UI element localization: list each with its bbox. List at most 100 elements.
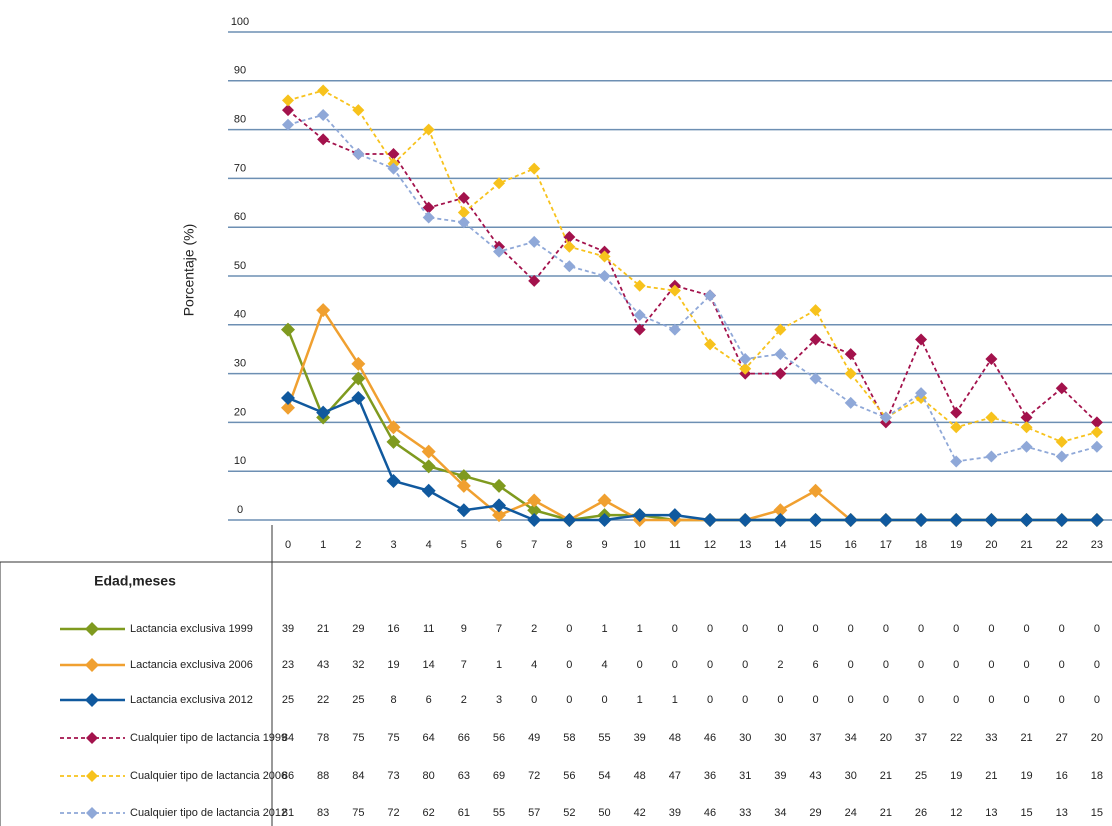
marker [528, 274, 541, 287]
table-value: 0 [1059, 694, 1065, 706]
y-tick-label: 10 [234, 455, 246, 467]
marker [985, 411, 998, 424]
marker [598, 270, 611, 282]
x-tick-label: 22 [1056, 539, 1068, 551]
series-line [286, 307, 1097, 522]
marker [1020, 440, 1033, 453]
legend-marker [85, 693, 99, 707]
marker [456, 469, 471, 484]
x-tick-label: 20 [985, 539, 997, 551]
table-value: 2 [531, 623, 537, 635]
x-tick-label: 8 [566, 539, 572, 551]
table-value: 4 [531, 659, 537, 671]
x-tick-label: 9 [601, 539, 607, 551]
table-value: 30 [845, 770, 857, 782]
table-value: 25 [915, 770, 927, 782]
x-tick-label: 4 [426, 539, 432, 551]
marker [387, 148, 400, 160]
marker [668, 323, 681, 336]
marker [422, 211, 435, 224]
table-value: 21 [880, 807, 892, 819]
table-value: 55 [493, 807, 505, 819]
table-value: 24 [845, 807, 857, 819]
table-value: 0 [1094, 694, 1100, 706]
marker [317, 84, 330, 97]
marker [844, 396, 857, 409]
legend-marker [85, 622, 99, 636]
marker [527, 503, 542, 518]
table-value: 83 [317, 807, 329, 819]
table-value: 42 [634, 807, 646, 819]
table-value: 8 [390, 694, 396, 706]
marker [1090, 426, 1103, 439]
marker [739, 352, 752, 365]
x-tick-label: 3 [390, 539, 396, 551]
table-value: 3 [496, 694, 502, 706]
table-value: 1 [637, 623, 643, 635]
table-value: 12 [950, 807, 962, 819]
table-value: 46 [704, 732, 716, 744]
marker [914, 513, 929, 527]
table-value: 30 [739, 732, 751, 744]
marker [1020, 421, 1033, 434]
y-axis-label: Porcentaje (%) [181, 224, 197, 317]
x-tick-label: 17 [880, 539, 892, 551]
legend-label: Lactancia exclusiva 2006 [130, 659, 253, 671]
table-value: 0 [1094, 659, 1100, 671]
marker [950, 421, 963, 434]
marker [528, 162, 541, 175]
table-value: 39 [669, 807, 681, 819]
table-value: 0 [883, 694, 889, 706]
marker [1055, 435, 1068, 448]
table-value: 55 [598, 732, 610, 744]
table-value: 7 [496, 623, 502, 635]
marker [386, 434, 401, 449]
table-value: 19 [950, 770, 962, 782]
marker [738, 513, 753, 527]
marker [282, 118, 294, 131]
table-value: 0 [953, 623, 959, 635]
table-value: 29 [352, 623, 364, 635]
marker [598, 250, 611, 263]
x-tick-label: 6 [496, 539, 502, 551]
table-value: 0 [1059, 659, 1065, 671]
table-value: 0 [953, 659, 959, 671]
table-value: 0 [1024, 659, 1030, 671]
table-value: 57 [528, 807, 540, 819]
table-value: 26 [915, 807, 927, 819]
marker [844, 348, 857, 361]
x-tick-label: 23 [1091, 539, 1103, 551]
marker [563, 240, 576, 253]
table-value: 0 [742, 659, 748, 671]
table-value: 9 [461, 623, 467, 635]
table-value: 33 [739, 807, 751, 819]
table-value: 75 [387, 732, 399, 744]
table-value: 0 [1059, 623, 1065, 635]
marker [421, 444, 436, 459]
marker [421, 483, 436, 498]
table-value: 63 [458, 770, 470, 782]
table-value: 19 [1020, 770, 1032, 782]
marker [457, 206, 470, 219]
table-value: 46 [704, 807, 716, 819]
marker [1055, 450, 1068, 463]
marker [317, 133, 330, 146]
table-value: 15 [1091, 807, 1103, 819]
table-value: 6 [812, 659, 818, 671]
table-value: 52 [563, 807, 575, 819]
table-value: 0 [883, 623, 889, 635]
table-value: 22 [317, 694, 329, 706]
table-value: 48 [634, 770, 646, 782]
legend-label: Lactancia exclusiva 1999 [130, 623, 253, 635]
marker [351, 356, 366, 371]
legend-label: Cualquier tipo de lactancia 1999 [130, 732, 287, 744]
marker [492, 498, 507, 513]
table-value: 84 [282, 732, 294, 744]
table-value: 1 [637, 694, 643, 706]
y-tick-label: 90 [234, 65, 246, 77]
x-tick-label: 19 [950, 539, 962, 551]
table-value: 0 [707, 659, 713, 671]
table-value: 0 [988, 694, 994, 706]
marker [492, 508, 507, 523]
x-tick-label: 11 [669, 539, 680, 551]
